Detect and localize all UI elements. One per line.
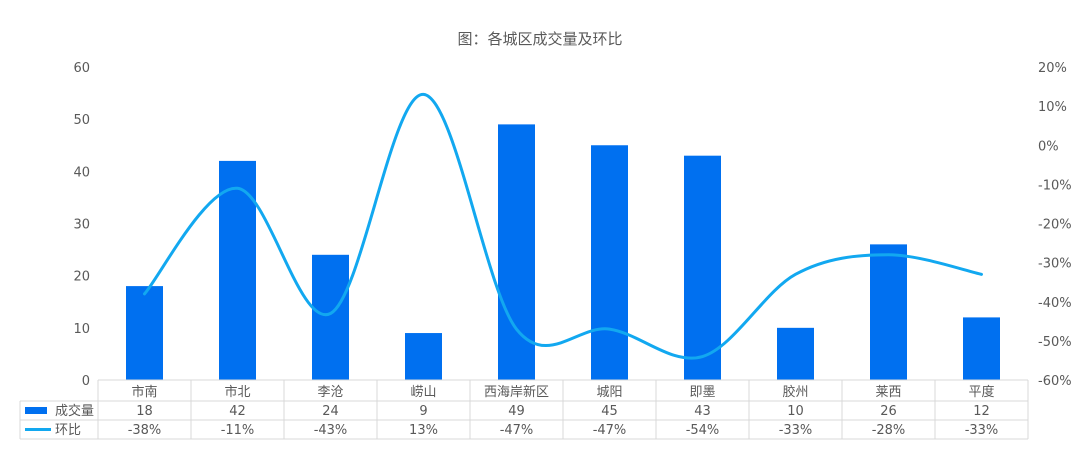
x-tick-label: 市北 xyxy=(224,384,250,400)
bar xyxy=(963,317,1000,380)
y-right-tick-label: 20% xyxy=(1038,61,1067,76)
bar xyxy=(870,244,907,380)
x-tick-label: 市南 xyxy=(131,384,157,400)
bar xyxy=(591,145,628,380)
data-label: 42 xyxy=(229,404,246,419)
data-label: 49 xyxy=(508,404,525,419)
data-label: -11% xyxy=(221,423,255,438)
bar xyxy=(312,254,349,380)
chart-title: 图：各城区成交量及环比 xyxy=(457,30,622,48)
y-right-tick-label: -60% xyxy=(1038,374,1072,389)
y-right-tick-label: -40% xyxy=(1038,296,1072,311)
y-right-tick-label: 10% xyxy=(1038,100,1067,115)
y-right-tick-label: 0% xyxy=(1038,139,1059,154)
y-left-tick-label: 10 xyxy=(73,322,90,337)
y-left-tick-label: 40 xyxy=(73,165,90,180)
x-tick-label: 城阳 xyxy=(596,385,622,400)
y-left-tick-label: 20 xyxy=(73,270,90,285)
bar xyxy=(405,333,442,380)
data-label: -38% xyxy=(128,423,162,438)
x-tick-label: 平度 xyxy=(968,384,994,400)
data-label: -47% xyxy=(500,423,534,438)
data-label: 10 xyxy=(787,404,804,419)
data-label: -33% xyxy=(965,423,999,438)
x-tick-label: 李沧 xyxy=(317,384,343,400)
x-tick-label: 即墨 xyxy=(689,385,715,400)
data-label: 26 xyxy=(880,404,897,419)
data-label: 24 xyxy=(322,404,339,419)
legend-swatch-bar xyxy=(25,407,47,414)
y-right-tick-label: -50% xyxy=(1038,335,1072,350)
data-label: 12 xyxy=(973,404,990,419)
y-right-tick-label: -10% xyxy=(1038,178,1072,193)
x-tick-label: 胶州 xyxy=(782,384,808,400)
y-left-tick-label: 60 xyxy=(73,61,90,76)
data-label: -33% xyxy=(779,423,813,438)
data-label: 13% xyxy=(409,423,438,438)
x-tick-label: 崂山 xyxy=(410,385,436,400)
x-tick-label: 莱西 xyxy=(875,385,901,400)
y-right-tick-label: -20% xyxy=(1038,218,1072,233)
data-label: -47% xyxy=(593,423,627,438)
data-label: 18 xyxy=(136,404,153,419)
data-label: -43% xyxy=(314,423,348,438)
legend-label: 成交量 xyxy=(55,403,94,419)
legend-label: 环比 xyxy=(55,423,81,438)
bar xyxy=(777,327,814,380)
data-label: 43 xyxy=(694,404,711,419)
data-label: -28% xyxy=(872,423,906,438)
x-tick-label: 西海岸新区 xyxy=(484,384,549,400)
bar xyxy=(126,286,163,380)
y-right-tick-label: -30% xyxy=(1038,257,1072,272)
y-left-tick-label: 0 xyxy=(82,374,90,389)
data-label: 9 xyxy=(419,404,427,419)
bar xyxy=(219,160,256,380)
data-label: -54% xyxy=(686,423,720,438)
data-label: 45 xyxy=(601,404,618,419)
y-left-tick-label: 30 xyxy=(73,218,90,233)
series-line-huanbi xyxy=(143,92,983,360)
y-left-tick-label: 50 xyxy=(73,113,90,128)
bar xyxy=(684,155,721,380)
bar xyxy=(498,124,535,380)
